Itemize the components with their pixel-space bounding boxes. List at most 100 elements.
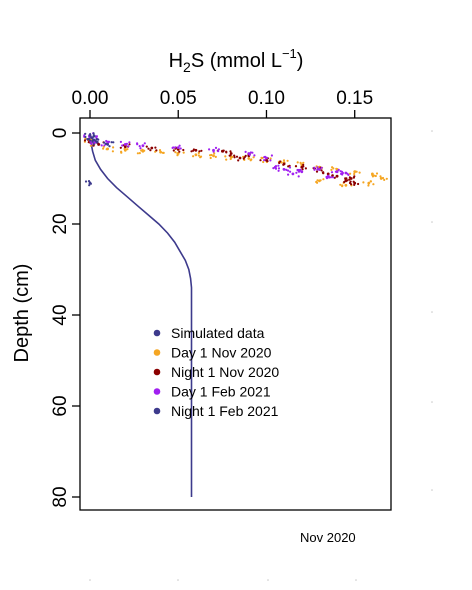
data-point-jitter — [259, 159, 261, 161]
data-point-jitter — [386, 178, 388, 180]
data-point-jitter — [278, 170, 280, 172]
data-point-jitter — [90, 137, 92, 139]
data-point-jitter — [231, 156, 233, 158]
y-tick-label: 60 — [50, 395, 71, 416]
data-point — [247, 157, 250, 160]
data-point-jitter — [339, 184, 341, 186]
data-point-jitter — [275, 168, 277, 170]
data-point-jitter — [198, 154, 200, 156]
margin-speck — [431, 401, 433, 403]
legend-marker — [154, 330, 161, 337]
data-point-jitter — [85, 180, 87, 182]
data-point-jitter — [93, 143, 95, 145]
legend-marker — [154, 369, 161, 376]
data-point — [239, 157, 242, 160]
data-point-jitter — [230, 158, 232, 160]
data-point-jitter — [359, 172, 361, 174]
x-axis-title-main: H — [169, 50, 183, 72]
data-point-jitter — [322, 171, 324, 173]
data-point-jitter — [162, 152, 164, 154]
data-point-jitter — [147, 148, 149, 150]
data-point-jitter — [217, 150, 219, 152]
figure-caption: Nov 2020 — [300, 530, 356, 545]
data-point-jitter — [106, 148, 108, 150]
data-point-jitter — [316, 179, 318, 181]
margin-speck — [355, 579, 357, 581]
data-point-jitter — [229, 150, 231, 152]
data-point-jitter — [143, 150, 145, 152]
data-point-jitter — [341, 173, 343, 175]
x-tick-label: 0.00 — [72, 88, 109, 109]
data-point-jitter — [234, 156, 236, 158]
data-point-jitter — [350, 183, 352, 185]
data-point-jitter — [180, 147, 182, 149]
data-point-jitter — [223, 150, 225, 152]
data-point-jitter — [367, 184, 369, 186]
data-point-jitter — [101, 144, 103, 146]
data-point-jitter — [353, 173, 355, 175]
data-point-jitter — [326, 177, 328, 179]
data-point-jitter — [139, 152, 141, 154]
x-tick-label: 0.05 — [160, 88, 197, 109]
data-point-jitter — [172, 147, 174, 149]
data-point-jitter — [108, 141, 110, 143]
data-point-jitter — [243, 158, 245, 160]
data-point — [318, 168, 321, 171]
margin-speck — [267, 579, 269, 581]
legend-marker — [154, 349, 161, 356]
data-point-jitter — [372, 183, 374, 185]
data-point-jitter — [383, 179, 385, 181]
data-point-jitter — [126, 143, 128, 145]
data-point-jitter — [353, 181, 355, 183]
data-point-jitter — [330, 169, 332, 171]
data-point-jitter — [279, 160, 281, 162]
legend-marker — [154, 388, 161, 395]
y-tick-label: 80 — [50, 486, 71, 507]
data-point-jitter — [190, 150, 192, 152]
data-point-jitter — [332, 176, 334, 178]
data-point-jitter — [103, 142, 105, 144]
data-point-jitter — [89, 182, 91, 184]
data-point-jitter — [346, 179, 348, 181]
data-point-jitter — [127, 145, 129, 147]
legend-label: Day 1 Feb 2021 — [171, 384, 271, 400]
x-axis-title-sub: 2 — [183, 59, 191, 75]
data-point-jitter — [275, 165, 277, 167]
data-point-jitter — [278, 167, 280, 169]
data-point-jitter — [213, 151, 215, 153]
data-point-jitter — [177, 152, 179, 154]
data-point-jitter — [136, 142, 138, 144]
data-point-jitter — [253, 156, 255, 158]
data-point-jitter — [282, 164, 284, 166]
legend-marker — [154, 408, 161, 415]
data-point-jitter — [250, 159, 252, 161]
x-axis-title: H2S (mmol L−1) — [169, 46, 304, 75]
data-point-jitter — [287, 160, 289, 162]
data-point-jitter — [93, 134, 95, 136]
data-point-jitter — [287, 174, 289, 176]
data-point-jitter — [260, 157, 262, 159]
data-point-jitter — [336, 175, 338, 177]
plot-frame — [80, 118, 391, 510]
data-point-jitter — [313, 167, 315, 169]
data-point-jitter — [198, 150, 200, 152]
data-point-jitter — [200, 156, 202, 158]
data-point-jitter — [149, 149, 151, 151]
data-point-jitter — [270, 157, 272, 159]
data-point-jitter — [320, 179, 322, 181]
legend-label: Day 1 Nov 2020 — [171, 345, 272, 361]
data-point-jitter — [112, 146, 114, 148]
data-point-jitter — [295, 165, 297, 167]
data-point-jitter — [373, 175, 375, 177]
x-tick-label: 0.15 — [336, 88, 373, 109]
data-point-jitter — [128, 143, 130, 145]
data-point-jitter — [154, 147, 156, 149]
data-point-jitter — [176, 154, 178, 156]
data-point-jitter — [376, 172, 378, 174]
data-point-jitter — [108, 145, 110, 147]
data-point-jitter — [357, 183, 359, 185]
data-point-jitter — [84, 139, 86, 141]
data-point-jitter — [298, 170, 300, 172]
data-point — [345, 184, 348, 187]
x-axis-title-sup: −1 — [282, 46, 297, 61]
